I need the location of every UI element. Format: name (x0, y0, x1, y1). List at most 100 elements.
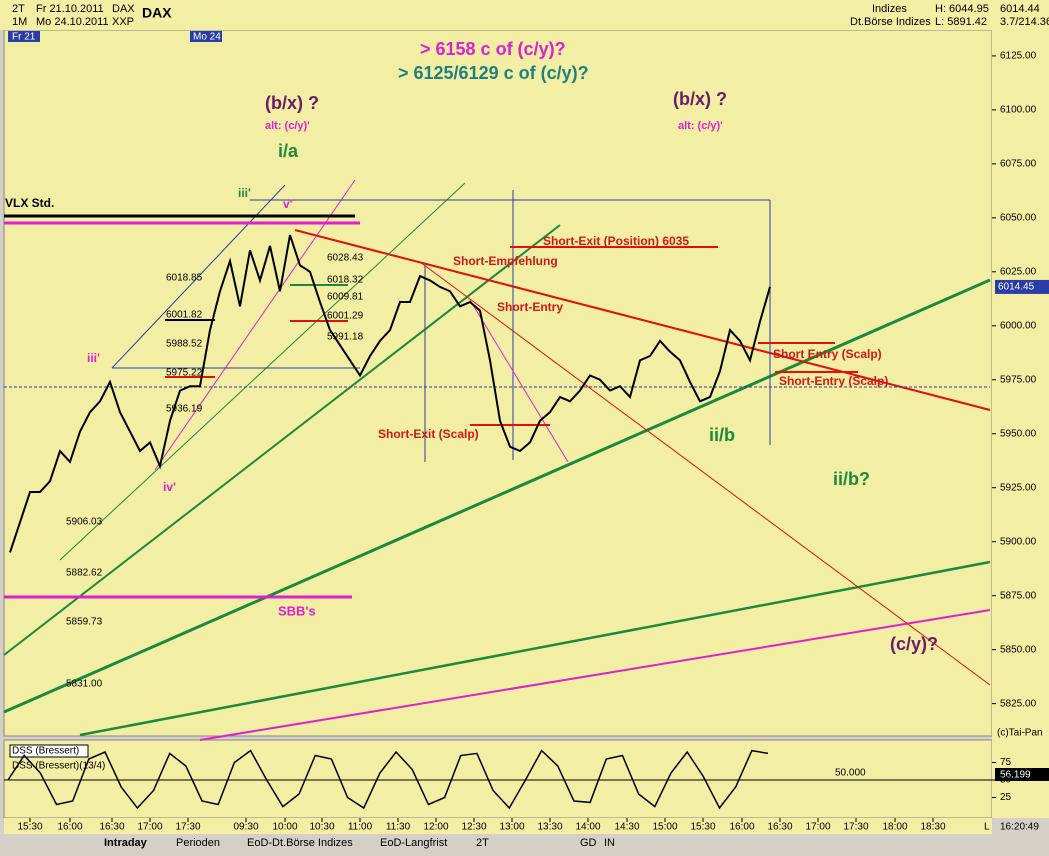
annotation: Short-Empfehlung (453, 254, 558, 268)
tab[interactable]: EoD-Dt.Börse Indizes (247, 837, 353, 849)
y-tick-label: 6125.00 (1000, 51, 1037, 62)
y-tick-label: 5975.00 (1000, 374, 1037, 385)
annotation: (c)Tai-Pan (997, 728, 1043, 739)
day-marker (190, 31, 222, 42)
low: L: 5891.42 (935, 16, 987, 28)
annotation: 6028.43 (327, 253, 364, 264)
annotation: SBB's (278, 603, 316, 618)
tab[interactable]: Intraday (104, 837, 148, 849)
annotation: 5859.73 (66, 617, 103, 628)
x-tick-label: 15:00 (652, 822, 677, 833)
x-tick-label: 18:00 (882, 822, 907, 833)
x-tick-label: 10:00 (272, 822, 297, 833)
annotation: Short Entry (Scalp) (773, 347, 882, 361)
x-tick-label: 17:00 (805, 822, 830, 833)
last-price: 6014.45 (998, 282, 1035, 293)
annotation: (b/x) ? (673, 89, 727, 109)
x-tick-label: 10:30 (309, 822, 334, 833)
annotation: VLX Std. (5, 196, 54, 210)
annotation: Short-Exit (Position) 6035 (543, 234, 689, 248)
x-tick-label: 16:00 (729, 822, 754, 833)
y-tick-label: 5850.00 (1000, 644, 1037, 655)
tab[interactable]: Perioden (176, 837, 220, 849)
osc-tick-label: 50 (1000, 775, 1012, 786)
date-from: Fr 21.10.2011 (36, 3, 104, 15)
x-tick-label: 14:00 (575, 822, 600, 833)
price-panel (3, 29, 993, 737)
annotation: iii' (238, 186, 251, 200)
x-tick-label: 17:30 (175, 822, 200, 833)
annotation: 5882.62 (66, 568, 103, 579)
y-axis-area (992, 30, 1049, 818)
tab[interactable]: IN (604, 837, 615, 849)
x-tick-label: 16:30 (767, 822, 792, 833)
y-tick-label: 5825.00 (1000, 698, 1037, 709)
exchange: Dt.Börse Indizes (850, 16, 931, 28)
osc-tick-label: 75 (1000, 757, 1012, 768)
y-tick-label: 5900.00 (1000, 536, 1037, 547)
y-tick-label: 5925.00 (1000, 482, 1037, 493)
x-axis-area (4, 818, 992, 834)
y-tick-label: 6025.00 (1000, 266, 1037, 277)
x-tick-label: 15:30 (690, 822, 715, 833)
last-box (995, 768, 1049, 781)
oscillator-panel (3, 739, 993, 819)
group: Indizes (872, 3, 907, 15)
annotation: ii/b (709, 425, 735, 445)
tab[interactable]: EoD-Langfrist (380, 837, 447, 849)
annotation: 5975.22 (166, 368, 203, 379)
indicator-box (9, 744, 89, 758)
annotation: i/a (278, 141, 299, 161)
annotation: 6018.32 (327, 275, 364, 286)
annotation: ii/b? (833, 469, 870, 489)
y-tick-label: 5950.00 (1000, 428, 1037, 439)
annotation: 5831.00 (66, 679, 103, 690)
trend-lines (3, 179, 992, 781)
instrument: DAX (142, 5, 172, 21)
annotation: Short-Exit (Scalp) (378, 427, 479, 441)
clock: 16:20:49 (1000, 822, 1039, 833)
x-tick-label: 14:30 (614, 822, 639, 833)
high: H: 6044.95 (935, 3, 989, 15)
day-label: Mo 24 (193, 32, 221, 43)
x-tick-label: 13:00 (499, 822, 524, 833)
annotation: (c/y)? (890, 634, 938, 654)
annotation: alt: (c/y)' (678, 120, 723, 132)
tab[interactable]: GD (580, 837, 597, 849)
annotation: 6001.82 (166, 310, 203, 321)
annotation: alt: (c/y)' (265, 120, 310, 132)
x-tick-label: 09:30 (233, 822, 258, 833)
last: 6014.44 (1000, 3, 1040, 15)
annotation: 5936.19 (166, 404, 203, 415)
x-tick-label: 15:30 (17, 822, 42, 833)
tab-bar (0, 834, 1049, 851)
annotation: > 6158 c of (c/y)? (420, 39, 566, 59)
annotation: iv' (163, 480, 176, 494)
x-tick-label: 13:30 (537, 822, 562, 833)
annotation: iii' (87, 351, 100, 365)
last-price-box (995, 279, 1049, 294)
indicator-label: DSS (Bressert)(13/4) (12, 761, 105, 772)
symbol: DAX (112, 3, 135, 15)
annotation: 5991.18 (327, 332, 364, 343)
source: XXP (112, 16, 134, 28)
x-tick-label: 16:00 (57, 822, 82, 833)
period: 2T (12, 3, 25, 15)
tab[interactable]: 2T (476, 837, 489, 849)
annotation: 5988.52 (166, 339, 203, 350)
annotation: Short-Entry (Scalp) (779, 374, 888, 388)
y-tick-label: 6000.00 (1000, 320, 1037, 331)
oscillator-line (7, 749, 769, 810)
x-tick-label: 12:30 (461, 822, 486, 833)
y-tick-label: 6100.00 (1000, 105, 1037, 116)
day-label: Fr 21 (12, 32, 36, 43)
osc-tick-label: 25 (1000, 792, 1012, 803)
x-tick-label: 16:30 (99, 822, 124, 833)
oscillator-last: 56.199 (1000, 770, 1031, 781)
price-line (9, 234, 771, 553)
annotation: > 6125/6129 c of (c/y)? (398, 63, 589, 83)
annotation: 5906.03 (66, 517, 103, 528)
y-tick-label: 6075.00 (1000, 158, 1037, 169)
y-tick-label: 5875.00 (1000, 590, 1037, 601)
